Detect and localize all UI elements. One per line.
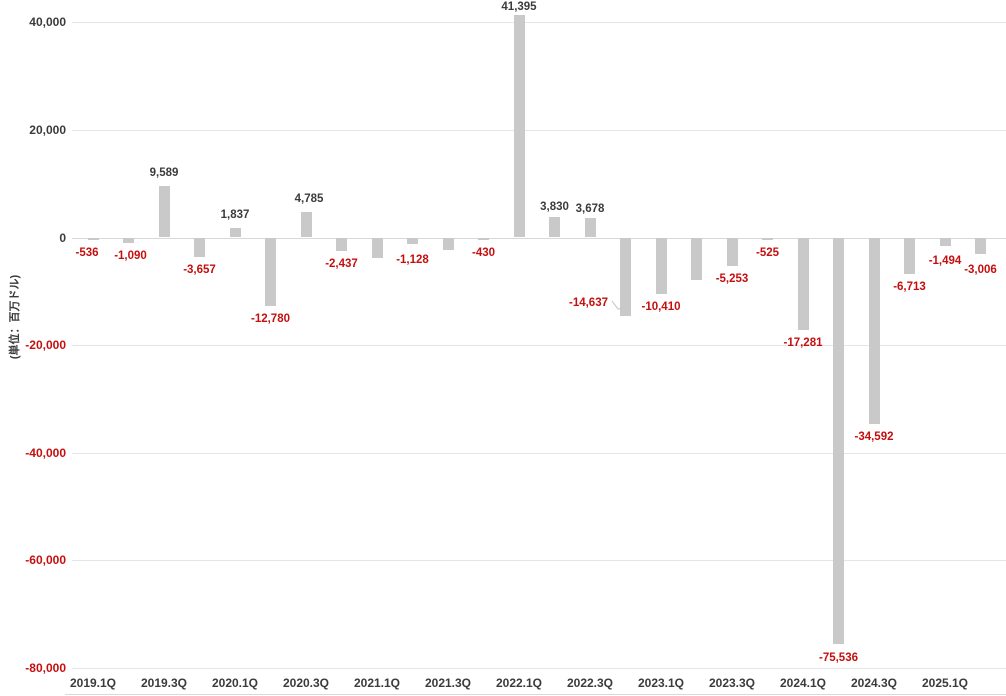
- bar-value-label: -1,090: [114, 250, 147, 263]
- x-tick-label: 2022.3Q: [566, 676, 614, 690]
- bar-value-label: -3,006: [964, 263, 997, 276]
- bar-2022.2Q: [549, 216, 560, 238]
- axis-baseline: [65, 694, 1006, 695]
- bar-value-label: -6,713: [893, 280, 926, 293]
- bar-2019.2Q: [123, 237, 134, 244]
- bar-2020.2Q: [265, 237, 276, 307]
- bar-2024.1Q: [797, 237, 809, 331]
- y-tick-label: -20,000: [25, 338, 66, 353]
- x-tick-label: 2019.1Q: [69, 676, 117, 690]
- gridline: [72, 559, 1006, 561]
- bar-2024.3Q: [868, 237, 880, 424]
- bar-value-label: -34,592: [854, 430, 894, 443]
- bar-value-label: -17,281: [783, 337, 823, 350]
- bar-2025.2Q: [975, 237, 986, 254]
- x-tick-label: 2020.1Q: [211, 676, 259, 690]
- bar-2021.4Q: [478, 237, 489, 240]
- bar-2021.1Q: [371, 237, 383, 259]
- bar-value-label: 41,395: [501, 0, 537, 13]
- bar-2024.2Q: [833, 237, 844, 644]
- bar-2019.4Q: [194, 237, 205, 258]
- bar-2019.1Q: [87, 237, 99, 241]
- bar-2020.4Q: [336, 237, 347, 251]
- bar-2024.4Q: [904, 237, 915, 274]
- zero-gridline: [72, 237, 1006, 239]
- y-tick-label: 40,000: [29, 15, 66, 30]
- bar-2025.1Q: [939, 237, 951, 246]
- bar-value-label: 1,837: [220, 208, 250, 221]
- bar-2020.3Q: [300, 211, 312, 238]
- bar-value-label: -12,780: [250, 313, 290, 326]
- bar-value-label: -1,494: [928, 254, 962, 267]
- bar-2019.3Q: [158, 185, 170, 238]
- x-tick-label: 2020.3Q: [282, 676, 330, 690]
- bar-2023.4Q: [762, 237, 773, 241]
- bar-value-label: -1,128: [396, 253, 429, 266]
- bar-2022.3Q: [584, 217, 596, 238]
- bar-2021.3Q: [442, 237, 454, 250]
- gridline: [72, 452, 1006, 454]
- bar-value-label: -5,253: [715, 272, 749, 285]
- bar-value-label: -3,657: [183, 264, 216, 277]
- x-tick-label: 2022.1Q: [495, 676, 543, 690]
- bar-value-label: 9,589: [149, 166, 179, 179]
- x-tick-label: 2023.1Q: [637, 676, 685, 690]
- bar-2022.4Q: [620, 237, 631, 317]
- bar-2020.1Q: [229, 227, 241, 238]
- bar-2023.3Q: [726, 237, 738, 266]
- x-tick-label: 2019.3Q: [140, 676, 188, 690]
- gridline: [72, 129, 1006, 131]
- label-leader-line: [611, 300, 621, 310]
- gridline: [72, 667, 1006, 669]
- bar-2023.1Q: [655, 237, 667, 294]
- x-tick-label: 2023.3Q: [708, 676, 756, 690]
- bar-value-label: 4,785: [294, 192, 324, 205]
- gridline: [72, 344, 1006, 346]
- bar-value-label: -430: [471, 246, 496, 259]
- bar-value-label: 3,830: [540, 200, 569, 213]
- bar-value-label: -14,637: [568, 297, 608, 310]
- gridline: [72, 21, 1006, 23]
- bar-2022.1Q: [513, 14, 525, 238]
- y-axis-title: (単位：百万ドル): [9, 274, 21, 360]
- bar-value-label: 3,678: [575, 202, 605, 215]
- y-tick-label: -80,000: [25, 660, 66, 675]
- x-tick-label: 2024.3Q: [850, 676, 898, 690]
- x-tick-label: 2021.1Q: [353, 676, 401, 690]
- x-tick-label: 2024.1Q: [779, 676, 827, 690]
- y-tick-label: -60,000: [25, 553, 66, 568]
- bar-2021.2Q: [407, 237, 418, 244]
- bar-2023.2Q: [691, 237, 702, 280]
- bar-value-label: -75,536: [818, 651, 858, 664]
- y-tick-label: 20,000: [29, 122, 66, 137]
- bar-value-label: -525: [755, 247, 780, 260]
- y-tick-label: 0: [59, 230, 66, 245]
- bar-value-label: -10,410: [641, 300, 681, 313]
- x-tick-label: 2025.1Q: [921, 676, 969, 690]
- x-tick-label: 2021.3Q: [424, 676, 472, 690]
- bar-value-label: -536: [75, 247, 99, 260]
- y-tick-label: -40,000: [25, 445, 66, 460]
- bar-value-label: -2,437: [325, 257, 358, 270]
